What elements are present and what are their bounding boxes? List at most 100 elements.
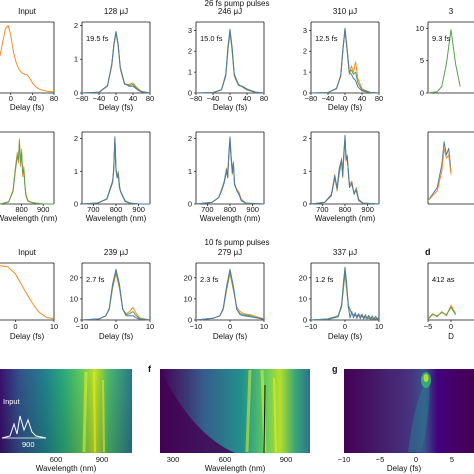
line-panels: 0 40 80 Input Delay (fs) −80 −40 0 40 800 1 2 128 μJ… [0, 7, 474, 341]
x-tick-label: 80 [146, 94, 154, 103]
y-tick-label: 1 [188, 167, 192, 176]
x-tick-label: 0 [449, 322, 453, 331]
x-tick-label: 10 [50, 322, 58, 331]
x-tick-label: 0 [343, 322, 347, 331]
y-tick-label: 10 [416, 24, 424, 33]
x-tick-label: 900 [37, 205, 50, 214]
heatmap-e-inset-label: Input [3, 397, 21, 406]
heatmap-g: g −10 −5 0 5 Delay (fs) [332, 364, 474, 473]
panel-annotation: 412 as [432, 275, 455, 284]
y-tick-label: 1 [303, 68, 307, 77]
series-line-blue [195, 28, 265, 94]
series-line-blue [310, 134, 380, 205]
y-tick-label: 0 [74, 200, 78, 209]
heatmap-g-xtick: −5 [376, 455, 385, 464]
heatmap-g-field [344, 369, 474, 453]
x-tick-label: 700 [87, 205, 100, 214]
y-tick-label: 3 [188, 26, 192, 35]
x-axis-label: Delay (fs) [10, 103, 45, 112]
x-tick-label: −40 [93, 94, 106, 103]
y-tick-label: 0 [303, 200, 307, 209]
x-axis-label: Wavelength (nm) [315, 214, 376, 223]
heatmap-g-xtick: −10 [338, 455, 351, 464]
x-axis-label: Delay (fs) [328, 103, 363, 112]
series-line-orange [0, 265, 55, 320]
heatmap-g-peak-core [423, 374, 429, 382]
panel-title: 279 μJ [218, 248, 242, 257]
x-tick-label: −10 [76, 322, 89, 331]
panel-title: 246 μJ [218, 7, 242, 16]
heatmap-g-trace [408, 376, 430, 452]
y-tick-label: 1 [74, 55, 78, 64]
y-tick-label: 10 [70, 294, 78, 303]
panel-title: 337 μJ [333, 248, 357, 257]
panel-annotation: 19.5 fs [86, 34, 109, 43]
header-10fs: 10 fs pump pulses [205, 238, 270, 247]
x-tick-label: 0 [114, 322, 118, 331]
x-tick-label: 10 [260, 322, 268, 331]
y-tick-label: 0 [188, 89, 192, 98]
panel-annotation: 12.5 fs [315, 34, 338, 43]
x-tick-label: 900 [361, 205, 374, 214]
y-tick-label: 20 [70, 273, 78, 282]
x-tick-label: 40 [358, 94, 366, 103]
x-axis-label: Delay (fs) [10, 332, 45, 341]
heatmap-e-xtick: 600 [50, 455, 63, 464]
y-tick-label: 3 [303, 26, 307, 35]
series-line-blue [81, 268, 151, 321]
y-tick-label: 2 [303, 134, 307, 143]
x-axis-label: Delay (fs) [99, 103, 134, 112]
y-tick-label: 2 [74, 134, 78, 143]
series-line-orange [427, 147, 452, 202]
panel-letter-d: d [425, 247, 431, 257]
x-tick-label: 900 [132, 205, 145, 214]
y-tick-label: 5 [420, 56, 424, 65]
heatmap-e: Input 900 600 900 Wavelength (nm) [0, 369, 132, 473]
x-axis-label: D [448, 332, 454, 341]
x-tick-label: −80 [76, 94, 89, 103]
x-axis-label: Wavelength (nm) [0, 214, 58, 223]
x-tick-label: 0 [343, 94, 347, 103]
heatmap-f-xtick: 900 [280, 455, 293, 464]
x-tick-label: 800 [224, 205, 237, 214]
series-line-blue [195, 136, 265, 205]
heatmap-e-xtick: 900 [96, 455, 109, 464]
heatmap-e-inset-trace [1, 415, 47, 439]
series-line-green [310, 139, 380, 205]
series-line-blue [310, 266, 380, 321]
series-line-blue [427, 141, 452, 201]
x-axis-label: Wavelength (nm) [200, 214, 261, 223]
y-tick-label: 0 [188, 200, 192, 209]
panel-annotation: 15.0 fs [200, 34, 223, 43]
heatmap-f-xtick: 600 [219, 455, 232, 464]
x-axis-label: Delay (fs) [328, 332, 363, 341]
series-line-orange [427, 304, 457, 320]
heatmap-e-streaks [82, 371, 105, 453]
heatmap-f-xlabel: Wavelength (nm) [205, 464, 266, 473]
x-tick-label: 40 [129, 94, 137, 103]
y-tick-label: 10 [184, 294, 192, 303]
x-tick-label: −40 [207, 94, 220, 103]
y-tick-label: 2 [188, 47, 192, 56]
panel-letter-f: f [148, 364, 152, 374]
series-line-blue [310, 27, 380, 94]
panel-title: Input [18, 248, 37, 257]
panel-title: 128 μJ [104, 7, 128, 16]
header-26fs: 26 fs pump pulses [205, 0, 270, 8]
panel-annotation: 2.3 fs [200, 275, 219, 284]
panel-annotation: 1.2 fs [315, 275, 334, 284]
x-axis-label: Delay (fs) [213, 332, 248, 341]
panel-title: 3 [449, 7, 454, 16]
series-line-orange [0, 138, 54, 205]
x-tick-label: 0 [114, 94, 118, 103]
y-tick-label: 1 [303, 167, 307, 176]
y-tick-label: 1 [188, 68, 192, 77]
x-tick-label: 0 [9, 94, 13, 103]
y-tick-label: 0 [420, 89, 424, 98]
series-line-green [0, 141, 54, 205]
x-tick-label: 800 [110, 205, 123, 214]
y-tick-label: 0 [74, 89, 78, 98]
y-tick-label: 1 [74, 167, 78, 176]
panel-annotation: 9.3 fs [432, 34, 451, 43]
